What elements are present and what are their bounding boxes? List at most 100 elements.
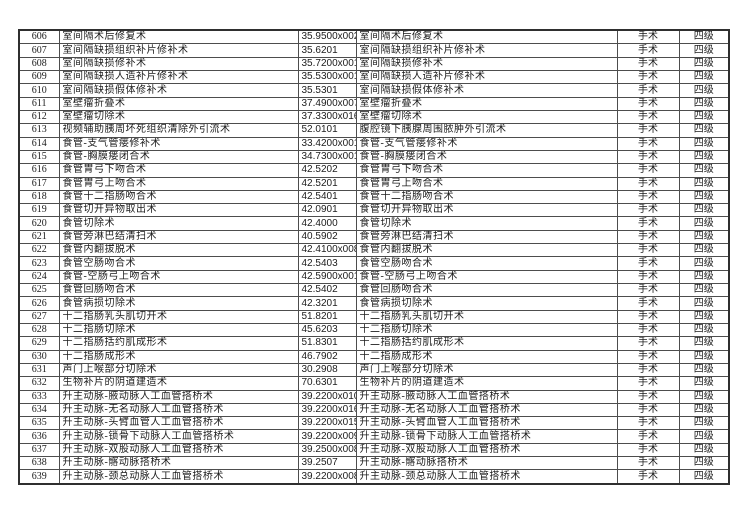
cell-procedure-code: 35.6201 [297, 43, 357, 58]
cell-procedure-code: 39.2507 [297, 456, 357, 471]
table-row: 612 室壁瘤切除术 37.3300x016 室壁瘤切除术 手术 四级 [18, 109, 730, 125]
table-row: 635 升主动脉-头臂血管人工血管搭桥术 39.2200x015 升主动脉-头臂血管人… [18, 416, 730, 431]
cell-procedure-name: 食管回肠吻合术 [58, 283, 299, 298]
cell-procedure-name: 食管切除术 [58, 216, 299, 231]
cell-row-number: 624 [18, 269, 60, 285]
cell-procedure-name: 食管十二指肠吻合术 [58, 189, 299, 205]
cell-procedure-name-secondary: 十二指肠乳头肌切开术 [355, 309, 618, 324]
table-row: 630 十二指肠成形术 46.7902 十二指肠成形术 手术 四级 [18, 349, 730, 364]
cell-procedure-name-secondary: 食管旁淋巴结清扫术 [355, 229, 618, 245]
cell-row-number: 631 [18, 362, 60, 378]
cell-row-number: 608 [18, 56, 60, 72]
cell-row-number: 606 [18, 29, 60, 45]
table-row: 626 食管病损切除术 42.3201 食管病损切除术 手术 四级 [18, 296, 730, 311]
cell-procedure-name-secondary: 室壁瘤切除术 [355, 109, 618, 125]
cell-procedure-code: 39.2200x008 [297, 469, 357, 485]
cell-procedure-code: 51.8201 [297, 309, 357, 324]
cell-procedure-name-secondary: 升主动脉-髂动脉搭桥术 [355, 456, 618, 471]
cell-level: 四级 [678, 136, 730, 151]
cell-row-number: 617 [18, 176, 60, 191]
cell-procedure-name-secondary: 十二指肠括约肌成形术 [355, 336, 618, 351]
table-row: 628 十二指肠切除术 45.6203 十二指肠切除术 手术 四级 [18, 322, 730, 338]
cell-procedure-name-secondary: 声门上喉部分切除术 [355, 362, 618, 378]
cell-procedure-code: 42.5900x001 [297, 269, 357, 285]
cell-row-number: 610 [18, 83, 60, 98]
cell-level: 四级 [678, 256, 730, 271]
cell-level: 四级 [678, 163, 730, 178]
cell-procedure-name-secondary: 食管胃弓下吻合术 [355, 163, 618, 178]
table-row: 633 升主动脉-腋动脉人工血管搭桥术 39.2200x010 升主动脉-腋动脉人工血… [18, 389, 730, 404]
table-row: 622 食管内翻拔脱术 42.4100x008 食管内翻拔脱术 手术 四级 [18, 243, 730, 258]
cell-level: 四级 [678, 109, 730, 125]
cell-procedure-name: 食管-胸膜瘘闭合术 [58, 149, 299, 165]
cell-procedure-name-secondary: 室间隔缺损组织补片修补术 [355, 43, 618, 58]
cell-procedure-name: 升主动脉-颈总动脉人工血管搭桥术 [58, 469, 299, 485]
cell-row-number: 636 [18, 429, 60, 444]
cell-category: 手术 [616, 389, 680, 404]
table-body: 606 室间隔术后修复术 35.9500x002 室间隔术后修复术 手术 四级 607 室间隔… [18, 29, 730, 485]
cell-procedure-code: 42.5403 [297, 256, 357, 271]
cell-row-number: 628 [18, 322, 60, 338]
cell-procedure-name-secondary: 食管病损切除术 [355, 296, 618, 311]
cell-category: 手术 [616, 43, 680, 58]
cell-row-number: 611 [18, 96, 60, 111]
cell-procedure-name: 食管切开异物取出术 [58, 203, 299, 218]
cell-level: 四级 [678, 362, 730, 378]
cell-procedure-name: 室间隔缺损假体修补术 [58, 83, 299, 98]
cell-row-number: 627 [18, 309, 60, 324]
cell-procedure-name: 升主动脉-腋动脉人工血管搭桥术 [58, 389, 299, 404]
cell-procedure-name-secondary: 升主动脉-颈总动脉人工血管搭桥术 [355, 469, 618, 485]
cell-level: 四级 [678, 70, 730, 85]
table-row: 638 升主动脉-髂动脉搭桥术 39.2507 升主动脉-髂动脉搭桥术 手术 四级 [18, 456, 730, 471]
cell-level: 四级 [678, 43, 730, 58]
cell-category: 手术 [616, 29, 680, 45]
cell-procedure-code: 40.5902 [297, 229, 357, 245]
cell-procedure-code: 35.5300x001 [297, 70, 357, 85]
cell-level: 四级 [678, 296, 730, 311]
cell-procedure-code: 46.7902 [297, 349, 357, 364]
cell-procedure-code: 33.4200x001 [297, 136, 357, 151]
cell-procedure-name-secondary: 升主动脉-双股动脉人工血管搭桥术 [355, 442, 618, 458]
cell-procedure-name-secondary: 十二指肠成形术 [355, 349, 618, 364]
table-row: 637 升主动脉-双股动脉人工血管搭桥术 39.2500x008 升主动脉-双股动脉人… [18, 442, 730, 458]
cell-procedure-name-secondary: 食管回肠吻合术 [355, 283, 618, 298]
cell-procedure-code: 70.6301 [297, 376, 357, 391]
cell-row-number: 625 [18, 283, 60, 298]
cell-category: 手术 [616, 376, 680, 391]
cell-procedure-name: 室间隔术后修复术 [58, 29, 299, 45]
cell-procedure-code: 42.5402 [297, 283, 357, 298]
cell-level: 四级 [678, 83, 730, 98]
cell-row-number: 621 [18, 229, 60, 245]
cell-procedure-code: 39.2200x009 [297, 429, 357, 444]
cell-category: 手术 [616, 442, 680, 458]
cell-row-number: 615 [18, 149, 60, 165]
cell-procedure-name-secondary: 室间隔缺损假体修补术 [355, 83, 618, 98]
cell-category: 手术 [616, 243, 680, 258]
cell-procedure-code: 30.2908 [297, 362, 357, 378]
cell-procedure-name: 食管胃弓下吻合术 [58, 163, 299, 178]
cell-row-number: 613 [18, 123, 60, 138]
cell-procedure-name: 十二指肠成形术 [58, 349, 299, 364]
cell-procedure-name: 室间隔缺损组织补片修补术 [58, 43, 299, 58]
cell-procedure-name: 升主动脉-双股动脉人工血管搭桥术 [58, 442, 299, 458]
cell-row-number: 623 [18, 256, 60, 271]
table-row: 616 食管胃弓下吻合术 42.5202 食管胃弓下吻合术 手术 四级 [18, 163, 730, 178]
cell-category: 手术 [616, 283, 680, 298]
cell-procedure-name-secondary: 食管胃弓上吻合术 [355, 176, 618, 191]
cell-category: 手术 [616, 269, 680, 285]
cell-procedure-code: 42.0901 [297, 203, 357, 218]
cell-row-number: 635 [18, 416, 60, 431]
cell-row-number: 633 [18, 389, 60, 404]
cell-procedure-name: 升主动脉-锁骨下动脉人工血管搭桥术 [58, 429, 299, 444]
cell-procedure-name: 食管胃弓上吻合术 [58, 176, 299, 191]
cell-category: 手术 [616, 402, 680, 418]
cell-level: 四级 [678, 322, 730, 338]
cell-level: 四级 [678, 123, 730, 138]
procedure-level-table: 606 室间隔术后修复术 35.9500x002 室间隔术后修复术 手术 四级 607 室间隔… [18, 29, 730, 485]
cell-category: 手术 [616, 123, 680, 138]
cell-procedure-code: 35.7200x001 [297, 56, 357, 72]
cell-row-number: 620 [18, 216, 60, 231]
cell-level: 四级 [678, 176, 730, 191]
cell-procedure-name: 十二指肠括约肌成形术 [58, 336, 299, 351]
